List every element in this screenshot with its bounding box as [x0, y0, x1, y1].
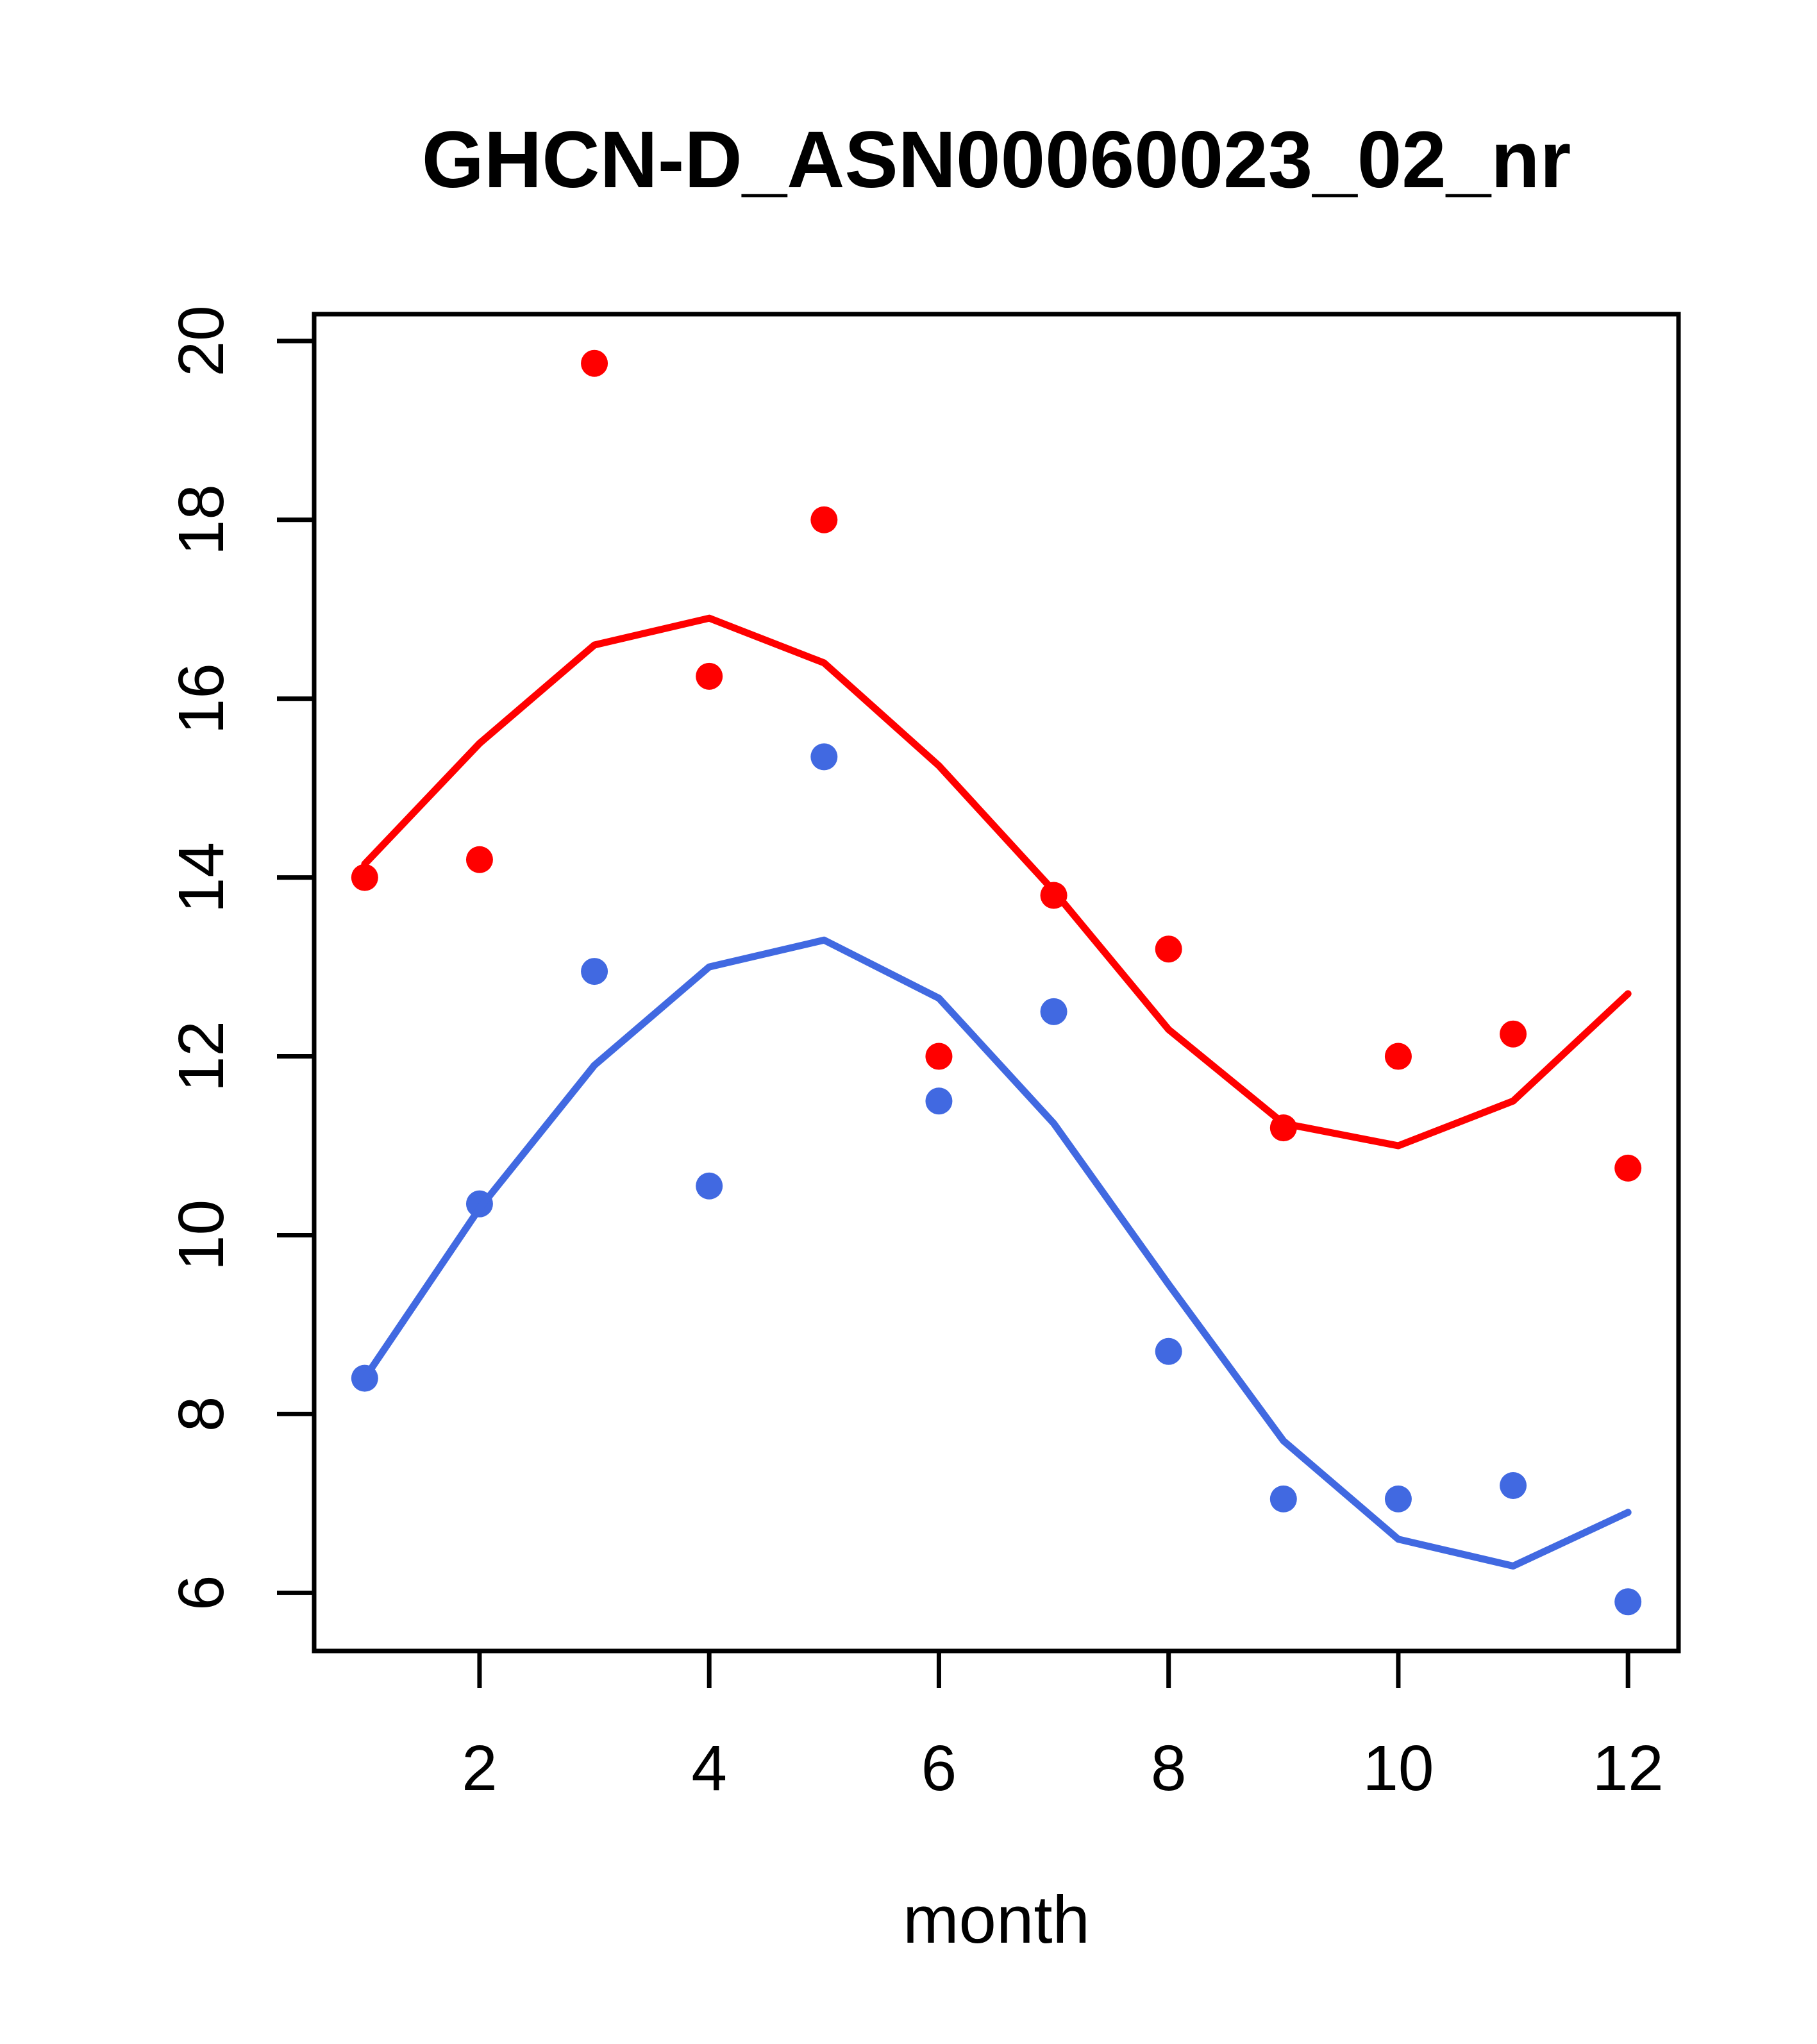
- red-points-marker: [810, 506, 838, 533]
- x-axis-label: month: [903, 1882, 1090, 1957]
- red-points-marker: [1500, 1020, 1527, 1048]
- x-tick-label: 10: [1362, 1732, 1434, 1804]
- blue-points-marker: [810, 743, 838, 771]
- x-tick-label: 6: [921, 1732, 957, 1804]
- blue-points-marker: [696, 1172, 723, 1200]
- x-tick-label: 12: [1593, 1732, 1664, 1804]
- y-tick-label: 20: [165, 305, 237, 376]
- x-tick-label: 2: [462, 1732, 498, 1804]
- chart-title: GHCN-D_ASN00060023_02_nr: [422, 115, 1571, 205]
- red-points-marker: [1155, 935, 1182, 963]
- red-points-marker: [581, 349, 608, 377]
- blue-smooth-line: [361, 936, 1632, 1570]
- plot-box: [312, 312, 1681, 1654]
- red-smooth-line: [361, 614, 1632, 1150]
- blue-points-marker: [925, 1087, 953, 1115]
- y-tick-label: 8: [165, 1396, 237, 1432]
- blue-points-marker: [1040, 998, 1068, 1025]
- y-tick-label: 6: [165, 1575, 237, 1611]
- red-points-marker: [1384, 1043, 1412, 1070]
- red-points-marker: [465, 846, 493, 873]
- red-points-marker: [696, 662, 723, 690]
- x-tick-label: 8: [1151, 1732, 1187, 1804]
- red-points-marker: [1614, 1154, 1642, 1182]
- red-points-marker: [925, 1043, 953, 1070]
- blue-points-marker: [1155, 1337, 1182, 1365]
- y-tick-label: 16: [165, 663, 237, 734]
- blue-points-marker: [581, 958, 608, 985]
- y-tick-label: 10: [165, 1200, 237, 1271]
- blue-points-marker: [1384, 1485, 1412, 1512]
- blue-points-marker: [1269, 1485, 1297, 1512]
- red-points-marker: [351, 864, 378, 891]
- y-tick-label: 12: [165, 1021, 237, 1092]
- y-tick-label: 14: [165, 842, 237, 913]
- blue-points-marker: [1614, 1588, 1642, 1616]
- blue-points-marker: [1500, 1471, 1527, 1499]
- x-tick-label: 4: [691, 1732, 727, 1804]
- plot-area: 2 4 6 8 10 12 6 8 10 12 14 16 18 20: [165, 305, 1681, 1804]
- y-tick-label: 18: [165, 484, 237, 555]
